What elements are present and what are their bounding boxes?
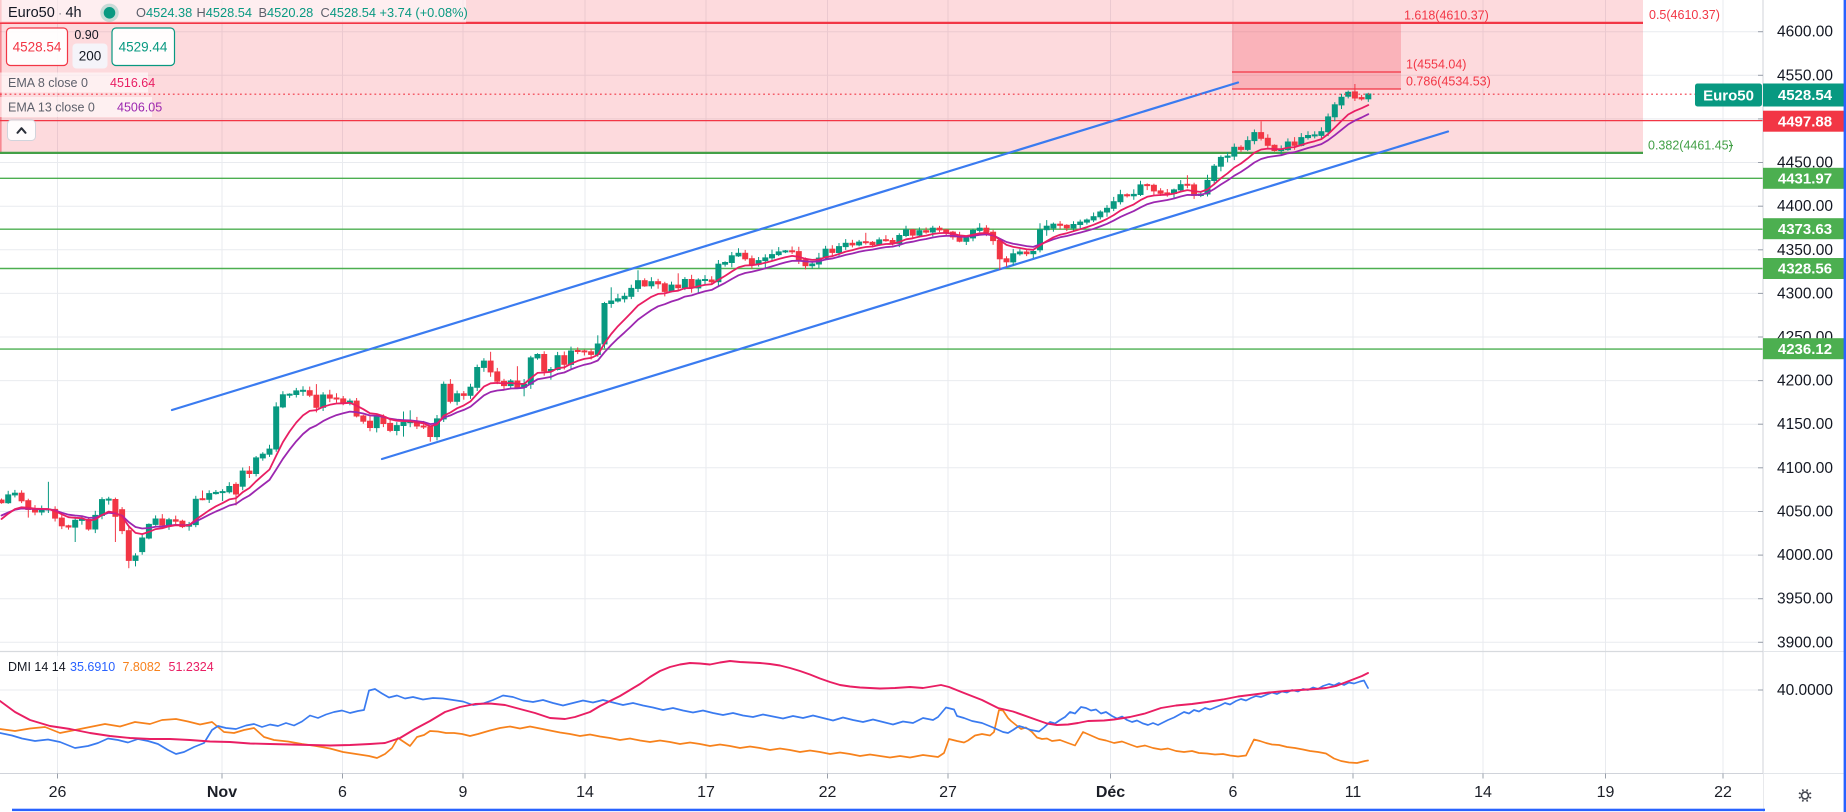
svg-text:6: 6 bbox=[338, 784, 347, 801]
svg-text:1(4554.04): 1(4554.04) bbox=[1406, 58, 1466, 72]
svg-text:+3.74 (+0.08%): +3.74 (+0.08%) bbox=[380, 5, 468, 20]
svg-text:4150.00: 4150.00 bbox=[1777, 416, 1833, 433]
svg-text:22: 22 bbox=[819, 784, 837, 801]
svg-text:7.8082: 7.8082 bbox=[123, 660, 161, 674]
svg-text:17: 17 bbox=[697, 784, 715, 801]
svg-text:0.90: 0.90 bbox=[74, 28, 98, 42]
svg-text:4600.00: 4600.00 bbox=[1777, 24, 1833, 41]
svg-text:O4524.38: O4524.38 bbox=[136, 5, 192, 20]
svg-text:4328.56: 4328.56 bbox=[1778, 261, 1832, 278]
svg-text:EMA 8 close 0: EMA 8 close 0 bbox=[8, 76, 88, 90]
svg-text:1.618(4610.37): 1.618(4610.37) bbox=[1404, 9, 1489, 23]
svg-text:C4528.54: C4528.54 bbox=[321, 5, 377, 20]
svg-text:Nov: Nov bbox=[207, 784, 237, 801]
svg-text:H4528.54: H4528.54 bbox=[197, 5, 253, 20]
svg-text:22: 22 bbox=[1714, 784, 1732, 801]
svg-text:51.2324: 51.2324 bbox=[169, 660, 214, 674]
svg-text:DMI 14 14: DMI 14 14 bbox=[8, 660, 66, 674]
svg-text:4516.64: 4516.64 bbox=[110, 76, 155, 90]
svg-text:3900.00: 3900.00 bbox=[1777, 634, 1833, 651]
svg-text:4300.00: 4300.00 bbox=[1777, 285, 1833, 302]
svg-text:0.786(4534.53): 0.786(4534.53) bbox=[1406, 75, 1491, 89]
svg-text:19: 19 bbox=[1597, 784, 1615, 801]
svg-text:B4520.28: B4520.28 bbox=[259, 5, 314, 20]
svg-text:Déc: Déc bbox=[1096, 784, 1125, 801]
svg-text:4000.00: 4000.00 bbox=[1777, 547, 1833, 564]
svg-text:200: 200 bbox=[79, 49, 102, 64]
svg-text:4373.63: 4373.63 bbox=[1778, 221, 1832, 238]
svg-text:4431.97: 4431.97 bbox=[1778, 171, 1832, 188]
svg-text:35.6910: 35.6910 bbox=[70, 660, 115, 674]
svg-text:9: 9 bbox=[459, 784, 468, 801]
svg-text:11: 11 bbox=[1345, 784, 1362, 801]
svg-text:4100.00: 4100.00 bbox=[1777, 460, 1833, 477]
svg-text:0.382(4461.45): 0.382(4461.45) bbox=[1648, 139, 1733, 153]
svg-text:26: 26 bbox=[49, 784, 67, 801]
svg-text:4506.05: 4506.05 bbox=[117, 101, 162, 115]
svg-text:4528.54: 4528.54 bbox=[13, 40, 62, 55]
svg-text:4050.00: 4050.00 bbox=[1777, 504, 1833, 521]
svg-text:4400.00: 4400.00 bbox=[1777, 198, 1833, 215]
svg-text:6: 6 bbox=[1229, 784, 1238, 801]
svg-text:EMA 13 close 0: EMA 13 close 0 bbox=[8, 101, 95, 115]
svg-text:4236.12: 4236.12 bbox=[1778, 341, 1832, 358]
svg-text:4529.44: 4529.44 bbox=[119, 40, 168, 55]
svg-text:40.0000: 40.0000 bbox=[1777, 682, 1833, 699]
svg-text:3950.00: 3950.00 bbox=[1777, 591, 1833, 608]
svg-text:0.5(4610.37): 0.5(4610.37) bbox=[1649, 8, 1720, 22]
svg-text:4550.00: 4550.00 bbox=[1777, 67, 1833, 84]
svg-text:4528.54: 4528.54 bbox=[1778, 87, 1833, 104]
svg-text:4200.00: 4200.00 bbox=[1777, 373, 1833, 390]
svg-text:4350.00: 4350.00 bbox=[1777, 242, 1833, 259]
svg-text:27: 27 bbox=[939, 784, 957, 801]
svg-text:Euro50: Euro50 bbox=[1703, 87, 1754, 104]
svg-text:14: 14 bbox=[576, 784, 594, 801]
svg-text:14: 14 bbox=[1474, 784, 1492, 801]
svg-text:Euro50 · 4h: Euro50 · 4h bbox=[8, 5, 82, 21]
svg-text:4450.00: 4450.00 bbox=[1777, 155, 1833, 172]
svg-text:4497.88: 4497.88 bbox=[1778, 113, 1832, 130]
